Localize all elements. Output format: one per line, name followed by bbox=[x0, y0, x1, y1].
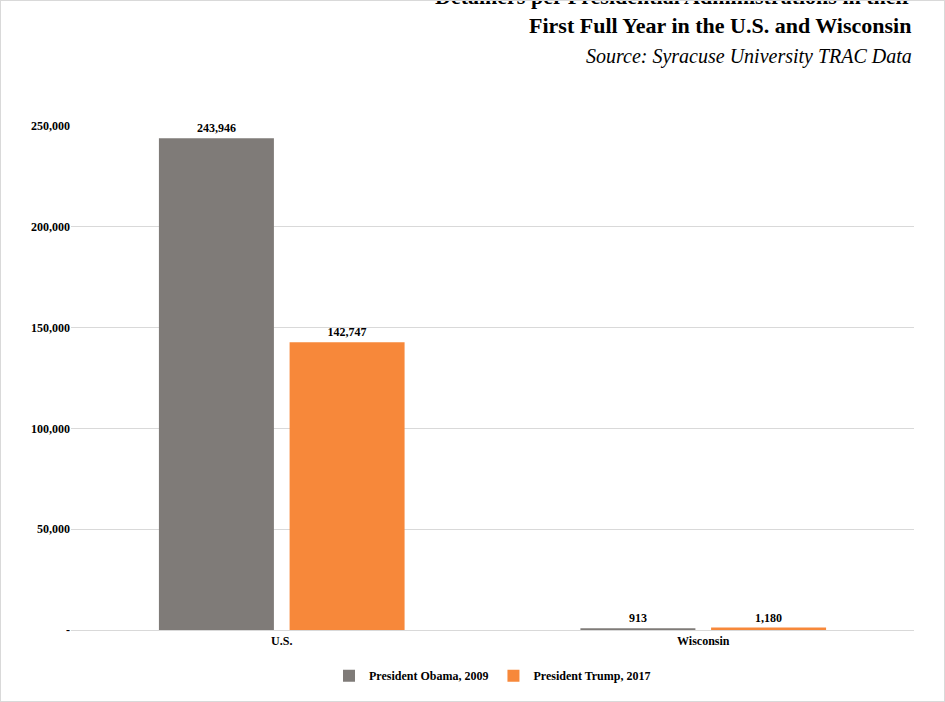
svg-text:50,000: 50,000 bbox=[37, 522, 70, 536]
svg-text:200,000: 200,000 bbox=[31, 220, 70, 234]
svg-text:U.S.: U.S. bbox=[271, 634, 292, 648]
svg-text:142,747: 142,747 bbox=[328, 325, 367, 339]
svg-text:913: 913 bbox=[629, 611, 647, 625]
svg-text:250,000: 250,000 bbox=[31, 119, 70, 133]
svg-text:150,000: 150,000 bbox=[31, 321, 70, 335]
svg-text:1,180: 1,180 bbox=[755, 611, 782, 625]
svg-text:243,946: 243,946 bbox=[197, 121, 236, 135]
svg-text:Source: Syracuse University TR: Source: Syracuse University TRAC Data bbox=[586, 45, 912, 68]
svg-text:Wisconsin: Wisconsin bbox=[677, 634, 730, 648]
svg-text:Detainers per Presidential Adm: Detainers per Presidential Administratio… bbox=[435, 1, 912, 38]
svg-text:President Trump, 2017: President Trump, 2017 bbox=[533, 669, 650, 683]
svg-text:President Obama, 2009: President Obama, 2009 bbox=[369, 669, 488, 683]
svg-text:-: - bbox=[66, 623, 70, 637]
svg-text:100,000: 100,000 bbox=[31, 422, 70, 436]
